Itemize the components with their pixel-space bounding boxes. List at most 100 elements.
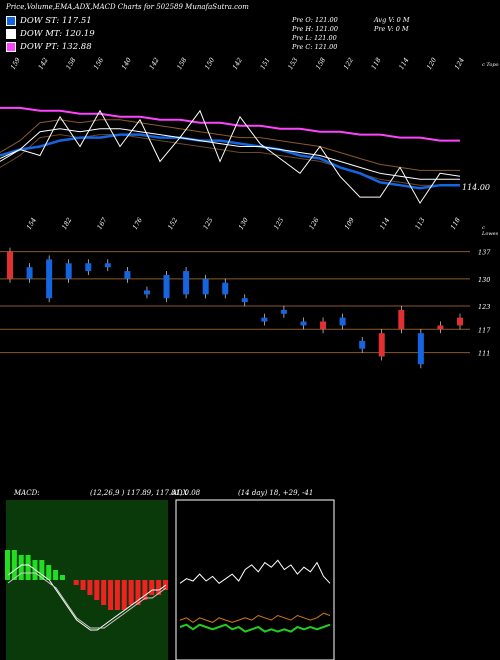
top-price-label: 156 — [92, 56, 105, 71]
macd-histogram-bar — [142, 580, 148, 600]
candle-body — [85, 263, 92, 272]
ema-series-dow-mt — [0, 128, 460, 180]
macd-histogram-bar — [18, 555, 24, 580]
macd-histogram-bar — [108, 580, 114, 610]
candle-body — [202, 278, 209, 295]
top-price-label: 158 — [314, 56, 327, 71]
bottom-price-label: 114 — [378, 216, 391, 231]
last-price-label: 114.00 — [462, 183, 490, 192]
candle-body — [46, 259, 53, 299]
dow-st-swatch — [6, 16, 16, 26]
top-price-label: 158 — [64, 56, 77, 71]
top-price-label: 140 — [120, 56, 133, 71]
candle-body — [222, 282, 229, 295]
macd-histogram-bar — [11, 550, 17, 580]
level-label: 137 — [478, 249, 491, 257]
candle-body — [241, 298, 248, 303]
prev-open: Pre O: 121.00 — [292, 16, 338, 24]
adx-series-di — [179, 559, 331, 584]
top-price-label: 151 — [259, 56, 272, 71]
prev-close: Pre C: 121.00 — [292, 43, 338, 51]
candle-body — [378, 333, 385, 357]
macd-histogram-bar — [73, 580, 79, 585]
bottom-price-label: 176 — [131, 216, 144, 231]
adx-label: ADX — [172, 489, 188, 497]
macd-histogram-bar — [80, 580, 86, 590]
candle-body — [124, 271, 131, 279]
candle-body — [339, 317, 346, 326]
top-price-label: 158 — [175, 56, 188, 71]
bottom-price-label: 125 — [201, 216, 214, 231]
macd-histogram-bar — [46, 565, 52, 580]
candle-body — [7, 251, 13, 279]
macd-histogram-bar — [53, 570, 59, 580]
macd-histogram-bar — [128, 580, 134, 605]
macd-histogram-bar — [25, 555, 31, 580]
candle-body — [26, 267, 33, 279]
chart-title: Price,Volume,EMA,ADX,MACD Charts for 502… — [6, 3, 249, 11]
legend-dow-mt: DOW MT: 120.19 — [6, 29, 95, 39]
price-line — [0, 109, 461, 205]
bottom-price-label: 130 — [237, 216, 250, 231]
dow-pt-swatch — [6, 42, 16, 52]
bottom-price-label: 154 — [25, 216, 38, 231]
bottom-price-label: 109 — [343, 216, 356, 231]
macd-histogram-bar — [87, 580, 93, 595]
bottom-price-label: 126 — [307, 216, 320, 231]
macd-histogram-bar — [59, 575, 65, 580]
macd-histogram-bar — [94, 580, 100, 600]
dow-mt-label: DOW MT: 120.19 — [20, 29, 95, 39]
candle-body — [261, 317, 268, 322]
candle-body — [300, 321, 307, 326]
candle-body — [280, 309, 287, 314]
macd-histogram-bar — [135, 580, 141, 605]
adx-panel-frame — [175, 499, 335, 660]
macd-signal-line — [7, 572, 167, 629]
corner-top-label: c Topo — [482, 62, 499, 68]
legend-dow-pt: DOW PT: 132.88 — [6, 42, 92, 52]
candle-body — [437, 325, 444, 330]
adx-series-adx — [179, 623, 331, 633]
top-price-label: 120 — [425, 56, 438, 71]
bottom-price-label: 113 — [413, 216, 426, 231]
bottom-price-label: 118 — [449, 216, 462, 231]
bottom-price-label: 167 — [95, 216, 109, 231]
top-price-label: 124 — [453, 56, 466, 71]
macd-histogram-bar — [114, 580, 120, 610]
avg-volume: Avg V: 0 M — [374, 16, 410, 24]
top-price-label: 114 — [397, 56, 410, 71]
top-price-label: 142 — [148, 56, 161, 71]
candle-body — [417, 333, 424, 365]
macd-histogram-bar — [156, 580, 162, 595]
macd-histogram-bar — [5, 550, 10, 580]
top-price-label: 153 — [286, 56, 299, 71]
candle-body — [320, 321, 327, 330]
prev-low: Pre L: 121.00 — [292, 34, 337, 42]
envelope-line-upper — [0, 119, 460, 171]
dow-st-label: DOW ST: 117.51 — [20, 16, 92, 26]
candle-body — [163, 274, 170, 299]
level-label: 130 — [478, 276, 490, 284]
top-price-label: 118 — [370, 56, 383, 71]
candle-body — [398, 309, 405, 330]
bottom-price-label: 125 — [272, 216, 285, 231]
level-label: 117 — [478, 326, 491, 334]
macd-histogram-bar — [121, 580, 127, 610]
macd-line — [7, 564, 167, 631]
candle-body — [65, 263, 72, 279]
prev-volume: Pre V: 0 M — [374, 25, 409, 33]
macd-label: MACD: — [14, 489, 40, 497]
legend-dow-st: DOW ST: 117.51 — [6, 16, 92, 26]
top-price-label: 159 — [9, 56, 22, 71]
prev-high: Pre H: 121.00 — [292, 25, 339, 33]
macd-histogram-bar — [149, 580, 155, 595]
candle-body — [183, 271, 190, 295]
level-label: 111 — [478, 350, 490, 358]
dow-mt-swatch — [6, 29, 16, 39]
top-price-label: 142 — [231, 56, 244, 71]
adx-values: (14 day) 18, +29, -41 — [238, 489, 314, 497]
corner-bottom-label: c Lowes — [482, 225, 499, 237]
ema-series-dow-st — [0, 133, 460, 190]
macd-values: (12,26,9 ) 117.89, 117.81, 0.08 — [90, 489, 201, 497]
